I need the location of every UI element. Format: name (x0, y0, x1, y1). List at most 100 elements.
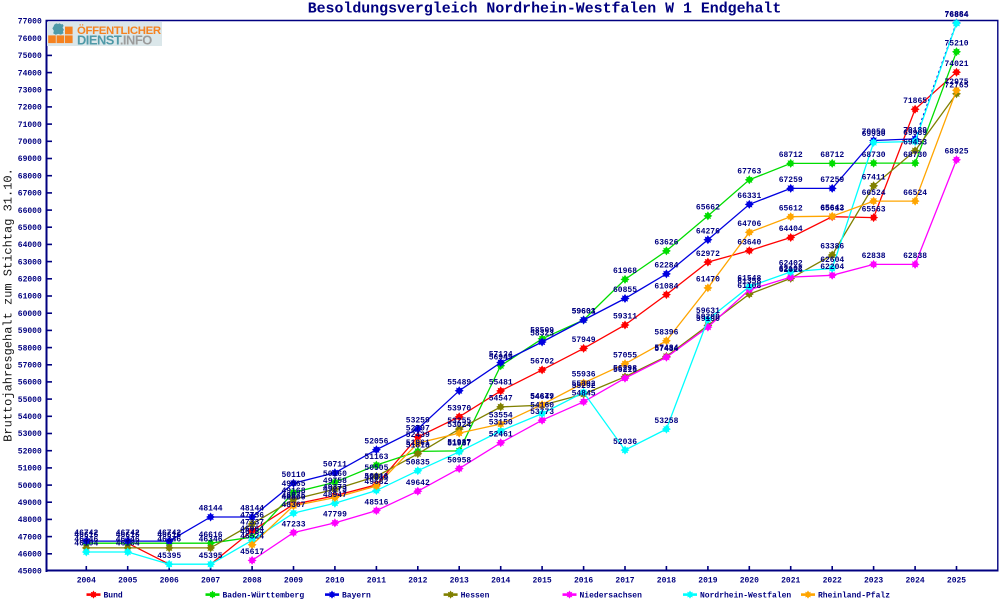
svg-text:2016: 2016 (574, 576, 593, 585)
svg-text:59631: 59631 (696, 307, 720, 316)
svg-text:53259: 53259 (406, 417, 430, 426)
svg-text:75210: 75210 (944, 40, 968, 49)
svg-text:63640: 63640 (737, 238, 761, 247)
svg-text:49000: 49000 (18, 499, 42, 508)
svg-text:57484: 57484 (654, 344, 678, 353)
svg-text:65563: 65563 (862, 205, 886, 214)
svg-text:59311: 59311 (613, 313, 637, 322)
svg-text:76864: 76864 (944, 11, 968, 20)
svg-text:70139: 70139 (903, 127, 927, 136)
svg-text:46346: 46346 (116, 536, 140, 545)
svg-text:61470: 61470 (696, 276, 720, 285)
svg-text:54000: 54000 (18, 413, 42, 422)
svg-text:76884: 76884 (944, 11, 968, 20)
svg-text:48000: 48000 (18, 516, 42, 525)
svg-text:55392: 55392 (572, 380, 596, 389)
svg-text:45000: 45000 (18, 568, 42, 577)
svg-text:55292: 55292 (572, 382, 596, 391)
svg-text:52439: 52439 (406, 431, 430, 440)
svg-text:66524: 66524 (862, 189, 886, 198)
svg-text:56000: 56000 (18, 379, 42, 388)
svg-text:72975: 72975 (944, 78, 968, 87)
svg-text:65613: 65613 (820, 204, 844, 213)
svg-text:53150: 53150 (489, 419, 513, 428)
svg-text:53024: 53024 (447, 421, 471, 430)
svg-text:46616: 46616 (116, 531, 140, 540)
svg-text:49373: 49373 (323, 484, 347, 493)
svg-text:50835: 50835 (406, 458, 430, 467)
svg-text:65000: 65000 (18, 224, 42, 233)
svg-text:48800: 48800 (281, 493, 305, 502)
svg-text:50016: 50016 (364, 473, 388, 482)
svg-text:59190: 59190 (696, 315, 720, 324)
svg-text:62604: 62604 (820, 256, 844, 265)
svg-text:59290: 59290 (696, 313, 720, 322)
svg-text:2005: 2005 (118, 576, 137, 585)
svg-text:61358: 61358 (737, 278, 761, 287)
svg-text:54679: 54679 (530, 392, 554, 401)
svg-text:46346: 46346 (199, 536, 223, 545)
svg-text:62000: 62000 (18, 276, 42, 285)
svg-text:53773: 53773 (530, 408, 554, 417)
svg-text:2009: 2009 (284, 576, 303, 585)
svg-text:46616: 46616 (199, 531, 223, 540)
svg-text:74021: 74021 (944, 60, 968, 69)
svg-text:53000: 53000 (18, 430, 42, 439)
svg-text:2023: 2023 (864, 576, 883, 585)
svg-text:46742: 46742 (74, 529, 98, 538)
svg-text:Nordrhein-Westfalen: Nordrhein-Westfalen (700, 591, 791, 600)
svg-text:46104: 46104 (74, 540, 98, 549)
svg-text:2018: 2018 (657, 576, 676, 585)
svg-text:Baden-Württemberg: Baden-Württemberg (223, 591, 305, 600)
svg-text:63386: 63386 (820, 243, 844, 252)
svg-text:68712: 68712 (779, 151, 803, 160)
svg-text:57949: 57949 (572, 336, 596, 345)
svg-text:74000: 74000 (18, 69, 42, 78)
svg-text:48144: 48144 (240, 505, 264, 514)
svg-text:Rheinland-Pfalz: Rheinland-Pfalz (818, 591, 890, 600)
svg-text:55000: 55000 (18, 396, 42, 405)
svg-text:65612: 65612 (779, 204, 803, 213)
svg-text:66524: 66524 (903, 189, 927, 198)
svg-text:51163: 51163 (364, 453, 388, 462)
svg-text:70000: 70000 (18, 138, 42, 147)
svg-text:51987: 51987 (447, 439, 471, 448)
svg-text:61108: 61108 (737, 282, 761, 291)
svg-text:62838: 62838 (903, 252, 927, 261)
svg-text:52036: 52036 (613, 438, 637, 447)
svg-text:49168: 49168 (281, 487, 305, 496)
svg-text:67259: 67259 (779, 176, 803, 185)
svg-text:2017: 2017 (615, 576, 634, 585)
svg-text:58000: 58000 (18, 344, 42, 353)
svg-text:50505: 50505 (364, 464, 388, 473)
svg-text:56215: 56215 (613, 366, 637, 375)
svg-text:64706: 64706 (737, 220, 761, 229)
svg-text:54160: 54160 (530, 401, 554, 410)
svg-text:62102: 62102 (779, 265, 803, 274)
svg-text:52461: 52461 (489, 431, 513, 440)
svg-text:50711: 50711 (323, 461, 347, 470)
svg-text:55936: 55936 (572, 371, 596, 380)
svg-text:60000: 60000 (18, 310, 42, 319)
svg-text:46104: 46104 (116, 540, 140, 549)
svg-text:57124: 57124 (489, 350, 513, 359)
svg-text:60855: 60855 (613, 286, 637, 295)
svg-text:67259: 67259 (820, 176, 844, 185)
svg-text:2024: 2024 (905, 576, 924, 585)
svg-text:2015: 2015 (532, 576, 551, 585)
svg-text:68925: 68925 (944, 148, 968, 157)
svg-text:62402: 62402 (779, 260, 803, 269)
svg-text:51937: 51937 (447, 440, 471, 449)
svg-text:48516: 48516 (364, 498, 388, 507)
svg-text:47000: 47000 (18, 533, 42, 542)
svg-text:46616: 46616 (74, 531, 98, 540)
svg-text:49944: 49944 (364, 474, 388, 483)
svg-text:66000: 66000 (18, 207, 42, 216)
svg-text:49565: 49565 (281, 480, 305, 489)
svg-text:46964: 46964 (240, 525, 264, 534)
svg-text:50160: 50160 (323, 470, 347, 479)
svg-text:69989: 69989 (903, 129, 927, 138)
svg-text:58396: 58396 (654, 329, 678, 338)
svg-text:55481: 55481 (489, 379, 513, 388)
svg-text:52056: 52056 (364, 437, 388, 446)
